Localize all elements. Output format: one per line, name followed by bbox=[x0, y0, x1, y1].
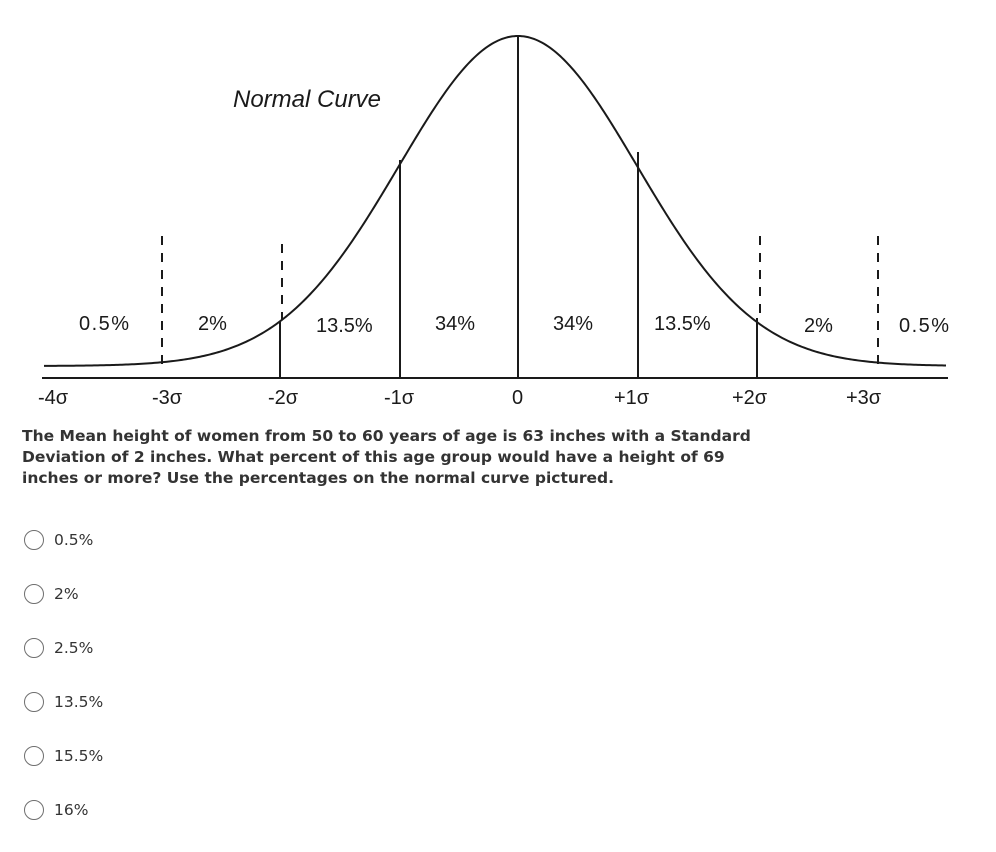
radio-button[interactable] bbox=[24, 530, 44, 550]
sigma-label-minus4: -4σ bbox=[38, 387, 69, 409]
sigma-label-minus1: -1σ bbox=[384, 387, 415, 409]
curve-title: Normal Curve bbox=[233, 86, 381, 113]
region-pct-left-tail: 0.5% bbox=[79, 313, 131, 335]
option-label: 0.5% bbox=[54, 531, 94, 549]
answer-option-16-percent[interactable]: 16% bbox=[24, 798, 103, 822]
answer-option-15-5-percent[interactable]: 15.5% bbox=[24, 744, 103, 768]
sigma-label-minus3: -3σ bbox=[152, 387, 183, 409]
region-pct-plus1-plus2: 13.5% bbox=[654, 313, 711, 335]
sigma-label-plus2: +2σ bbox=[732, 387, 768, 409]
answer-option-2-percent[interactable]: 2% bbox=[24, 582, 103, 606]
normal-curve-figure: Normal Curve 0.5% 2% 13.5% 34% 34% 13.5%… bbox=[38, 34, 951, 409]
answer-option-0-5-percent[interactable]: 0.5% bbox=[24, 528, 103, 552]
question-text: The Mean height of women from 50 to 60 y… bbox=[22, 427, 751, 487]
option-label: 2% bbox=[54, 585, 79, 603]
bell-curve bbox=[43, 34, 947, 367]
radio-button[interactable] bbox=[24, 746, 44, 766]
region-pct-minus3-minus2: 2% bbox=[198, 313, 227, 335]
radio-button[interactable] bbox=[24, 692, 44, 712]
region-pct-right-tail: 0.5% bbox=[899, 315, 951, 337]
region-pct-minus2-minus1: 13.5% bbox=[316, 315, 373, 337]
answer-options: 0.5% 2% 2.5% 13.5% 15.5% 16% bbox=[24, 528, 103, 852]
option-label: 16% bbox=[54, 801, 89, 819]
option-label: 13.5% bbox=[54, 693, 104, 711]
sigma-label-minus2: -2σ bbox=[268, 387, 299, 409]
radio-button[interactable] bbox=[24, 584, 44, 604]
sigma-label-mean: 0 bbox=[512, 387, 523, 409]
radio-button[interactable] bbox=[24, 638, 44, 658]
answer-option-13-5-percent[interactable]: 13.5% bbox=[24, 690, 103, 714]
answer-option-2-5-percent[interactable]: 2.5% bbox=[24, 636, 103, 660]
sigma-label-plus3: +3σ bbox=[846, 387, 882, 409]
option-label: 2.5% bbox=[54, 639, 94, 657]
region-pct-plus2-plus3: 2% bbox=[804, 315, 833, 337]
region-pct-minus1-mean: 34% bbox=[435, 313, 475, 335]
region-pct-mean-plus1: 34% bbox=[553, 313, 593, 335]
radio-button[interactable] bbox=[24, 800, 44, 820]
option-label: 15.5% bbox=[54, 747, 104, 765]
sigma-label-plus1: +1σ bbox=[614, 387, 650, 409]
